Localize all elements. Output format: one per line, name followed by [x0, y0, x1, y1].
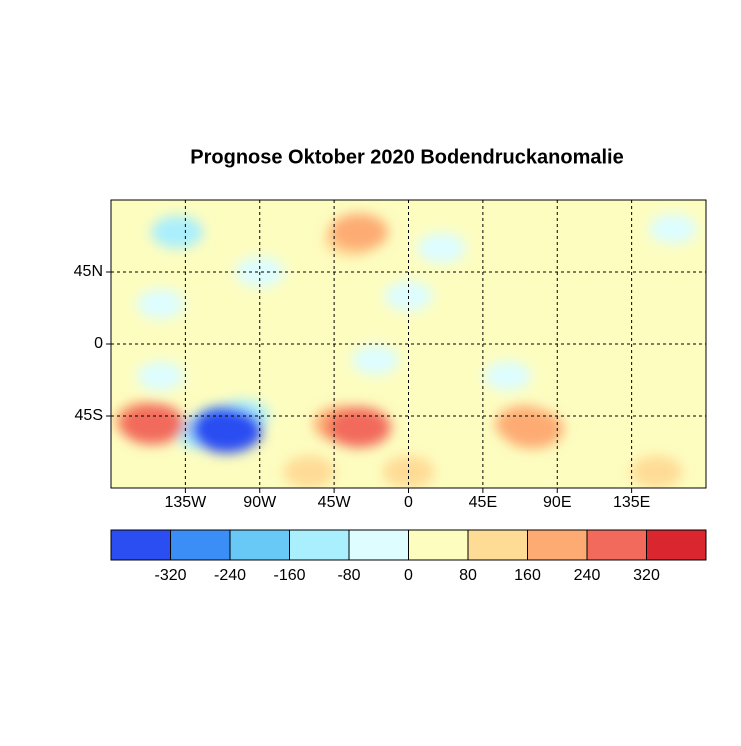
- anomaly-blob: [417, 232, 466, 264]
- colorbar-tick-label: 0: [404, 567, 413, 584]
- colorbar-tick-label: -160: [273, 567, 305, 584]
- colorbar-box: [467, 529, 528, 561]
- x-tick-label: 90E: [543, 494, 571, 511]
- colorbar-tick-label: -80: [337, 567, 360, 584]
- anomaly-blob: [119, 403, 185, 445]
- x-tick-label: 135E: [613, 494, 650, 511]
- x-tick-label: 0: [404, 494, 413, 511]
- colorbar-box: [229, 529, 290, 561]
- anomaly-blob: [283, 455, 336, 488]
- colorbar-box: [527, 529, 588, 561]
- x-tick-label: 135W: [164, 494, 207, 511]
- colorbar-tick-label: -320: [154, 567, 186, 584]
- colorbar-tick-label: 160: [514, 567, 541, 584]
- anomaly-field: [114, 213, 697, 488]
- colorbar-box: [289, 529, 350, 561]
- x-tick-label: 45W: [318, 494, 352, 511]
- anomaly-blob: [136, 288, 185, 320]
- anomaly-blob: [630, 455, 683, 488]
- anomaly-blob: [136, 361, 185, 391]
- anomaly-blob: [501, 409, 564, 449]
- anomaly-blob: [329, 213, 389, 251]
- anomaly-blob: [351, 345, 400, 375]
- colorbar-box: [348, 529, 409, 561]
- x-tick-label: 45E: [469, 494, 497, 511]
- anomaly-blob: [191, 407, 263, 453]
- colorbar-tick-label: 240: [574, 567, 601, 584]
- y-tick-label: 45S: [75, 407, 103, 424]
- anomaly-blob: [326, 406, 391, 448]
- colorbar-box: [408, 529, 469, 561]
- colorbar-box: [170, 529, 231, 561]
- x-tick-label: 90W: [243, 494, 277, 511]
- colorbar-tick-label: 320: [633, 567, 660, 584]
- y-tick-label: 45N: [74, 263, 103, 280]
- anomaly-blob: [151, 215, 204, 249]
- overlay: 135W 90W 45W 0 45E 90E 135E 45N 0 45S -320 -240 -160…: [74, 199, 707, 584]
- anomaly-blob: [648, 213, 697, 245]
- colorbar-box: [110, 529, 171, 561]
- map-frame: [110, 199, 707, 489]
- chart-title: Prognose Oktober 2020 Bodendruckanomalie: [190, 146, 623, 168]
- colorbar-box: [586, 529, 647, 561]
- colorbar-box: [646, 529, 707, 561]
- anomaly-blob: [484, 361, 532, 391]
- colorbar-tick-label: 80: [459, 567, 477, 584]
- colorbar-tick-label: -240: [214, 567, 246, 584]
- y-tick-label: 0: [94, 335, 103, 352]
